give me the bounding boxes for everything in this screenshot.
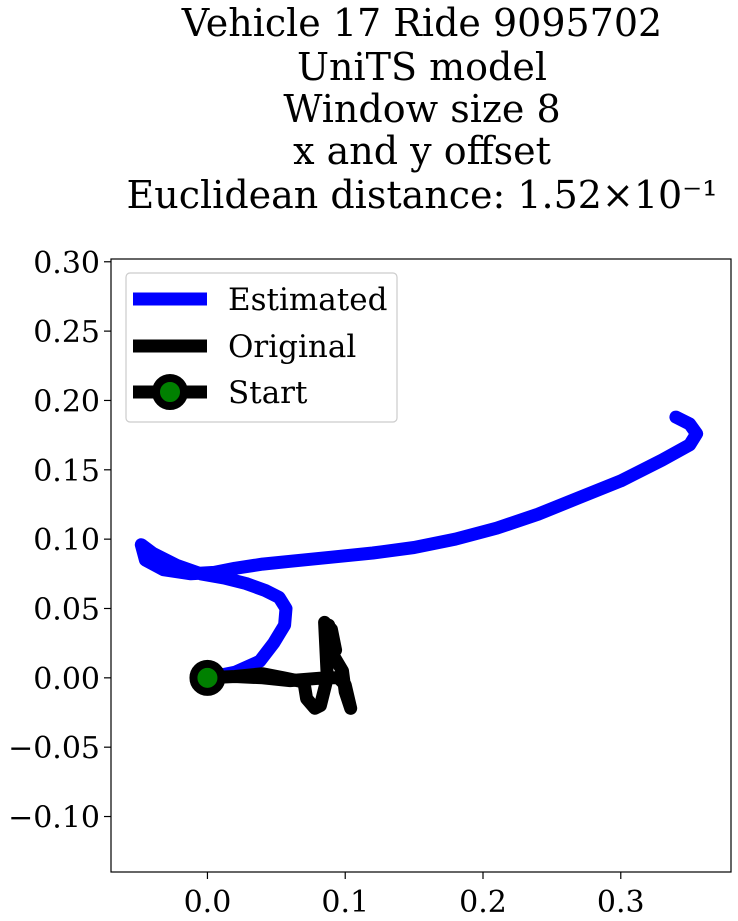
y-tick-label: −0.10 <box>8 801 100 836</box>
legend-frame <box>125 272 398 423</box>
legend-estimated-label: Estimated <box>228 282 387 318</box>
series-estimated-line <box>134 410 704 685</box>
title-line-3: Window size 8 <box>283 87 560 131</box>
x-axis: 0.0 0.1 0.2 0.3 <box>184 872 645 920</box>
title-line-1: Vehicle 17 Ride 9095702 <box>181 1 662 45</box>
x-tick-label: 0.1 <box>321 885 369 920</box>
x-tick-label: 0.3 <box>597 885 645 920</box>
y-tick-label: 0.05 <box>33 592 100 627</box>
y-axis: −0.10 −0.05 0.00 0.05 0.10 0.15 0.20 0.25 0.30 <box>8 246 111 836</box>
y-tick-label: 0.25 <box>33 315 100 350</box>
title-line-2: UniTS model <box>297 45 547 89</box>
legend-start-label: Start <box>228 375 308 411</box>
legend-original-label: Original <box>228 329 356 365</box>
x-tick-label: 0.0 <box>184 885 232 920</box>
legend: Estimated Original Start <box>125 272 398 423</box>
title-line-5: Euclidean distance: 1.52×10⁻¹ <box>127 173 718 217</box>
y-tick-label: 0.20 <box>33 384 100 419</box>
y-tick-label: 0.00 <box>33 662 100 697</box>
plot-area <box>110 258 732 873</box>
y-tick-label: 0.30 <box>33 246 100 281</box>
chart-title: Vehicle 17 Ride 9095702 UniTS model Wind… <box>127 1 718 217</box>
y-tick-label: −0.05 <box>8 731 100 766</box>
title-line-4: x and y offset <box>293 129 551 173</box>
y-tick-label: 0.15 <box>33 454 100 489</box>
legend-start-marker <box>152 374 188 410</box>
y-tick-label: 0.10 <box>33 523 100 558</box>
x-tick-label: 0.2 <box>459 885 507 920</box>
series-original-line <box>200 615 358 715</box>
start-marker <box>189 659 226 696</box>
